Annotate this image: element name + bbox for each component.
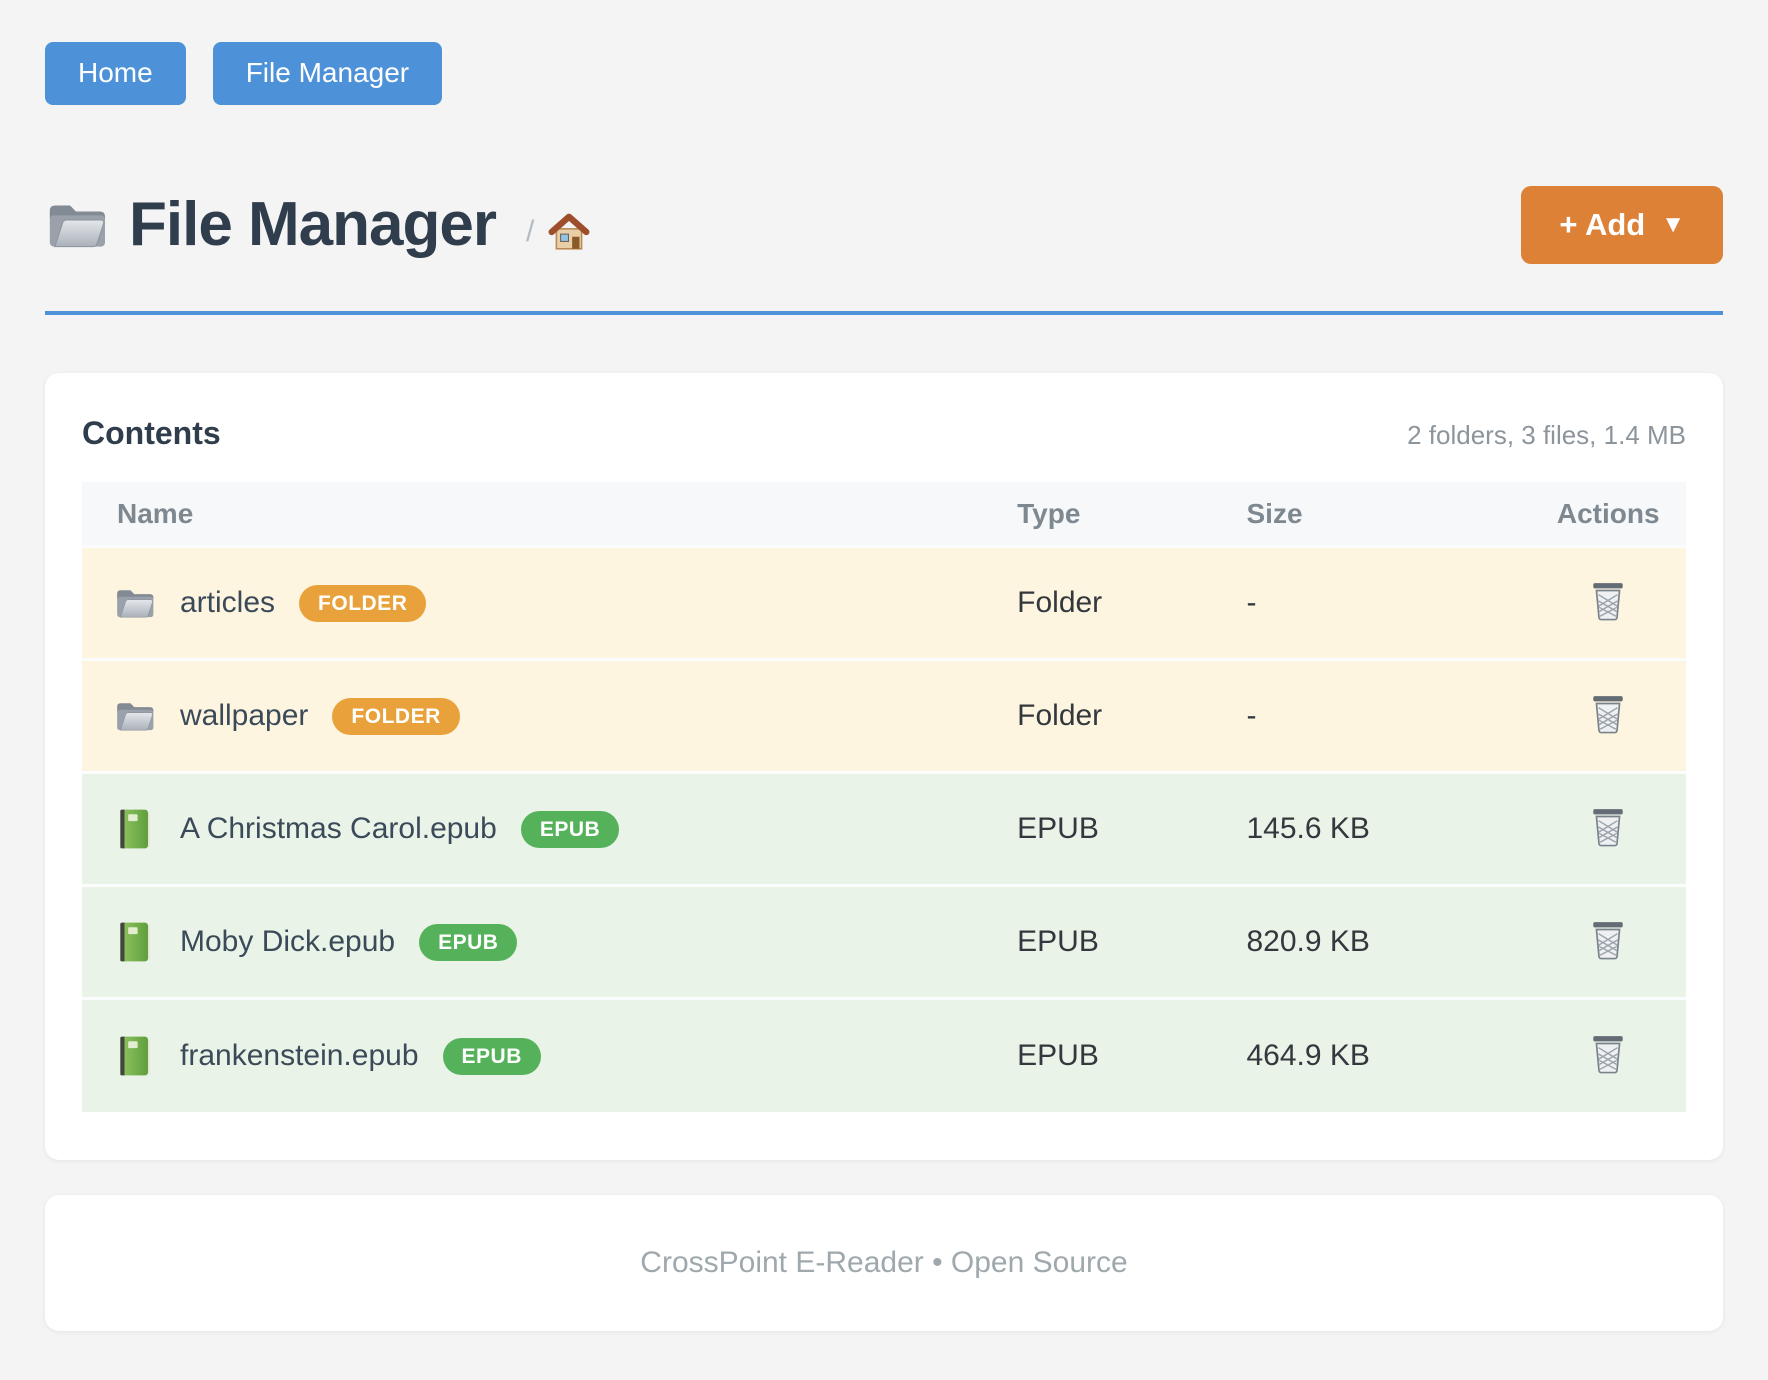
file-manager-page: Home File Manager File Manager / + Add ▼… bbox=[45, 42, 1723, 1331]
delete-button[interactable] bbox=[1585, 1029, 1631, 1082]
table-header-row: Name Type Size Actions bbox=[82, 481, 1686, 547]
file-name[interactable]: Moby Dick.epub bbox=[180, 925, 396, 959]
type-badge: EPUB bbox=[520, 810, 620, 848]
cell-size: - bbox=[1246, 699, 1257, 733]
add-button-label: + Add bbox=[1559, 206, 1646, 242]
footer-text: CrossPoint E-Reader • Open Source bbox=[640, 1245, 1128, 1279]
top-nav: Home File Manager bbox=[45, 42, 1723, 105]
book-icon bbox=[114, 921, 156, 963]
cell-size: 820.9 KB bbox=[1246, 925, 1370, 959]
book-icon bbox=[114, 808, 156, 850]
delete-button[interactable] bbox=[1585, 802, 1631, 855]
table-body: articles FOLDER Folder - wallpaper FOLDE… bbox=[82, 546, 1686, 1112]
contents-summary: 2 folders, 3 files, 1.4 MB bbox=[1407, 419, 1686, 450]
cell-type: EPUB bbox=[1017, 812, 1099, 846]
nav-home-button[interactable]: Home bbox=[45, 42, 186, 105]
trash-icon bbox=[1589, 580, 1627, 622]
page-header: File Manager / + Add ▼ bbox=[45, 181, 1723, 269]
nav-file-manager-button[interactable]: File Manager bbox=[212, 42, 443, 105]
delete-button[interactable] bbox=[1585, 915, 1631, 968]
cell-size: - bbox=[1246, 586, 1257, 620]
trash-icon bbox=[1589, 693, 1627, 735]
cell-type: Folder bbox=[1017, 699, 1103, 733]
breadcrumb: / bbox=[526, 212, 590, 252]
column-header-type: Type bbox=[1017, 481, 1247, 547]
chevron-down-icon: ▼ bbox=[1661, 210, 1685, 238]
footer-card: CrossPoint E-Reader • Open Source bbox=[45, 1194, 1723, 1331]
column-header-actions: Actions bbox=[1530, 481, 1686, 547]
trash-icon bbox=[1589, 1033, 1627, 1075]
cell-type: EPUB bbox=[1017, 1039, 1099, 1073]
file-name[interactable]: A Christmas Carol.epub bbox=[180, 812, 497, 846]
file-name[interactable]: articles bbox=[180, 586, 276, 620]
column-header-name: Name bbox=[82, 481, 1018, 547]
trash-icon bbox=[1589, 806, 1627, 848]
file-table: Name Type Size Actions articles FOLDER F… bbox=[82, 481, 1686, 1112]
file-name[interactable]: frankenstein.epub bbox=[180, 1039, 419, 1073]
table-row[interactable]: wallpaper FOLDER Folder - bbox=[82, 659, 1686, 773]
cell-size: 145.6 KB bbox=[1246, 812, 1370, 846]
trash-icon bbox=[1589, 919, 1627, 961]
home-icon[interactable] bbox=[548, 212, 590, 252]
book-icon bbox=[114, 1035, 156, 1077]
table-row[interactable]: Moby Dick.epub EPUB EPUB 820.9 KB bbox=[82, 885, 1686, 999]
page-title: File Manager bbox=[129, 190, 497, 260]
contents-card: Contents 2 folders, 3 files, 1.4 MB Name… bbox=[45, 372, 1723, 1160]
header-divider bbox=[45, 310, 1723, 315]
add-button[interactable]: + Add ▼ bbox=[1521, 185, 1723, 264]
type-badge: EPUB bbox=[442, 1037, 541, 1075]
type-badge: FOLDER bbox=[332, 697, 460, 735]
type-badge: EPUB bbox=[419, 923, 518, 961]
folder-icon bbox=[45, 197, 109, 253]
table-row[interactable]: A Christmas Carol.epub EPUB EPUB 145.6 K… bbox=[82, 772, 1686, 886]
type-badge: FOLDER bbox=[299, 584, 427, 622]
table-row[interactable]: frankenstein.epub EPUB EPUB 464.9 KB bbox=[82, 998, 1686, 1112]
breadcrumb-separator: / bbox=[526, 214, 535, 248]
column-header-size: Size bbox=[1246, 481, 1531, 547]
file-name[interactable]: wallpaper bbox=[180, 699, 309, 733]
delete-button[interactable] bbox=[1585, 576, 1631, 629]
table-row[interactable]: articles FOLDER Folder - bbox=[82, 546, 1686, 660]
delete-button[interactable] bbox=[1585, 689, 1631, 742]
folder-icon bbox=[114, 695, 156, 737]
cell-type: Folder bbox=[1017, 586, 1103, 620]
cell-type: EPUB bbox=[1017, 925, 1099, 959]
folder-icon bbox=[114, 582, 156, 624]
contents-title: Contents bbox=[82, 414, 221, 451]
cell-size: 464.9 KB bbox=[1246, 1039, 1370, 1073]
